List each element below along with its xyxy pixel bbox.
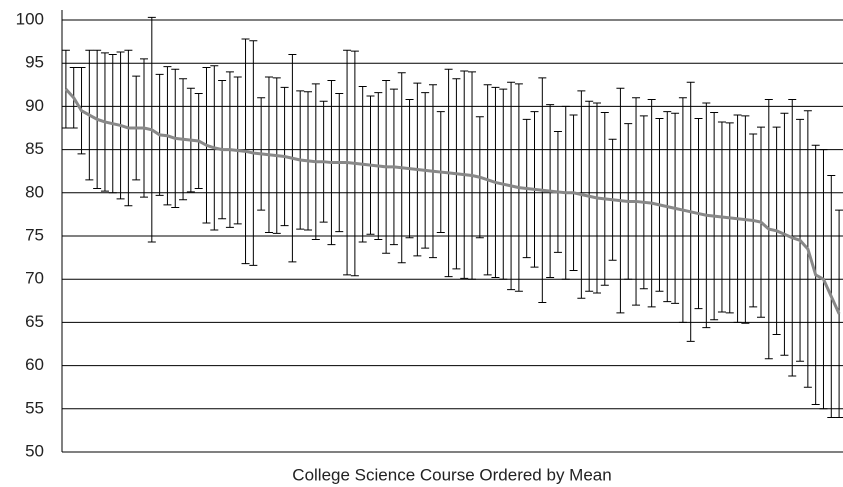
plot-area — [62, 16, 843, 418]
x-axis-label: College Science Course Ordered by Mean — [292, 465, 611, 484]
y-tick-label: 60 — [25, 355, 44, 374]
y-tick-label: 65 — [25, 312, 44, 331]
mean-line — [64, 88, 841, 315]
y-tick-label: 80 — [25, 182, 44, 201]
y-tick-label: 55 — [25, 398, 44, 417]
y-tick-label: 75 — [25, 225, 44, 244]
y-tick-label: 90 — [25, 96, 44, 115]
y-tick-label: 85 — [25, 139, 44, 158]
y-tick-label: 95 — [25, 53, 44, 72]
y-tick-label: 50 — [25, 441, 44, 460]
error-bar — [62, 49, 70, 129]
y-tick-label: 100 — [16, 9, 44, 28]
y-tick-label: 70 — [25, 269, 44, 288]
